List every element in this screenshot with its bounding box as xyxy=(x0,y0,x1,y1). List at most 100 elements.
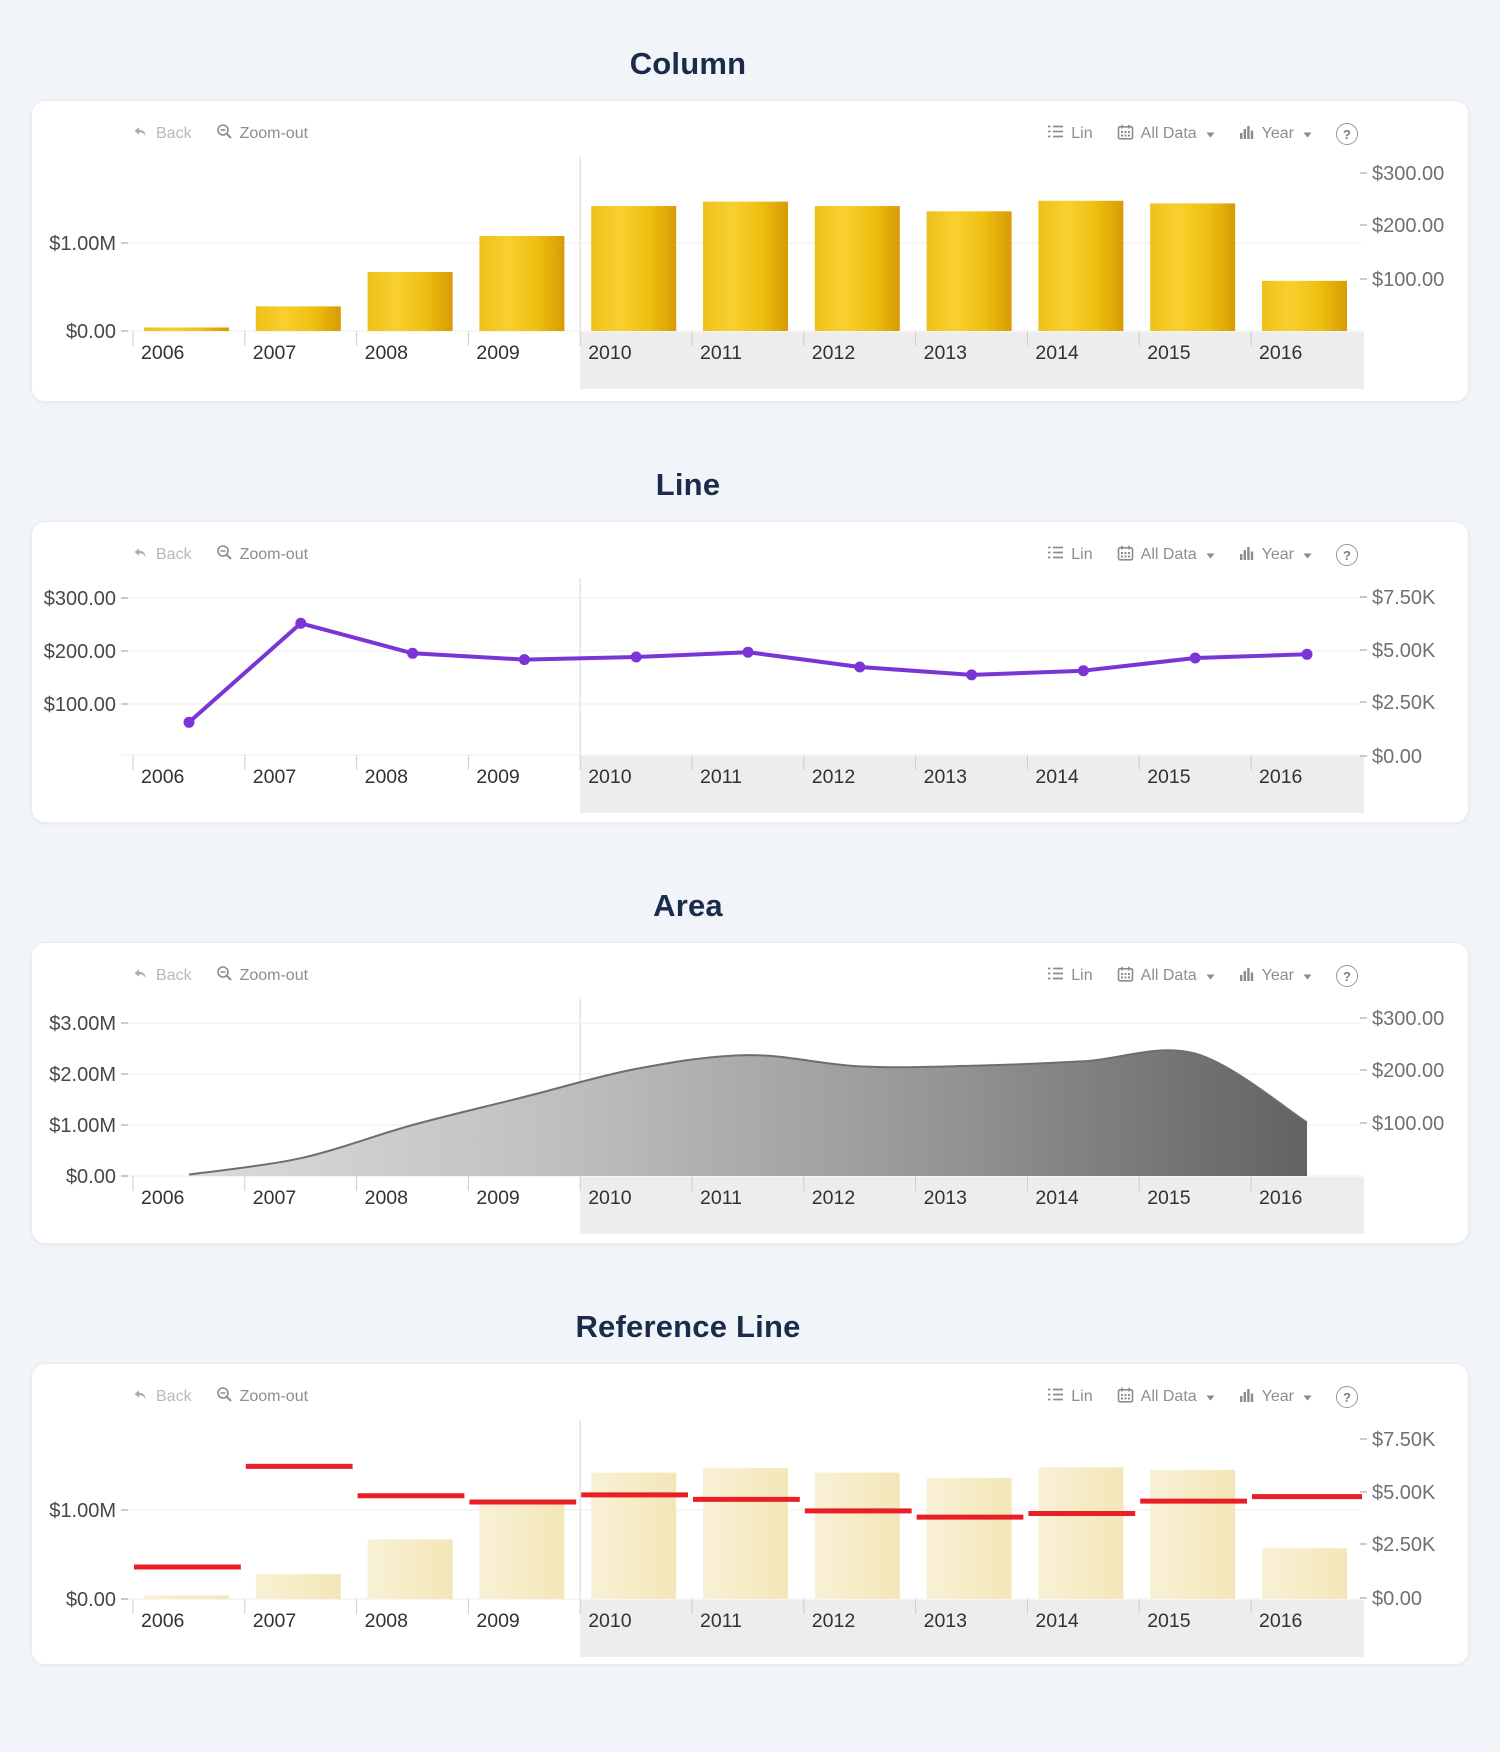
bar[interactable] xyxy=(1262,1548,1347,1599)
toolbar-right-group: Lin All Data Year ? xyxy=(1047,123,1358,145)
reference-line-chart-card: Back Zoom-out Lin All Data xyxy=(31,1363,1469,1665)
year-unit-dropdown[interactable]: Year xyxy=(1239,124,1312,144)
data-point[interactable] xyxy=(630,651,642,663)
data-point[interactable] xyxy=(966,669,978,681)
help-icon[interactable]: ? xyxy=(1336,544,1358,566)
year-label: 2006 xyxy=(141,1610,184,1632)
data-point[interactable] xyxy=(1077,665,1089,677)
right-axis-label: $7.50K xyxy=(1372,587,1436,609)
bar[interactable] xyxy=(1150,203,1236,331)
area-chart-canvas[interactable]: 2006 2007 2008 2009 2010 2011 2012 2013 2014 2015… xyxy=(32,943,1469,1243)
zoom-out-button[interactable]: Zoom-out xyxy=(216,123,308,145)
bar[interactable] xyxy=(1038,200,1124,331)
page-title: Reference Line xyxy=(575,1309,801,1344)
lin-scale-button[interactable]: Lin xyxy=(1047,966,1093,986)
data-point[interactable] xyxy=(1189,652,1201,664)
zoom-out-button[interactable]: Zoom-out xyxy=(216,965,308,987)
lin-scale-button[interactable]: Lin xyxy=(1047,124,1093,144)
back-button[interactable]: Back xyxy=(132,966,192,987)
help-icon[interactable]: ? xyxy=(1336,1386,1358,1408)
left-axis-label: $1.00M xyxy=(49,233,116,255)
bar[interactable] xyxy=(703,1468,788,1599)
column-chart-block: Column Back Zoom-out Lin xyxy=(31,42,1469,402)
selected-range-band[interactable] xyxy=(580,756,1364,813)
year-unit-dropdown[interactable]: Year xyxy=(1239,545,1312,565)
year-label: 2012 xyxy=(812,342,855,364)
lin-scale-button[interactable]: Lin xyxy=(1047,545,1093,565)
bar[interactable] xyxy=(367,272,453,331)
selected-range-band[interactable] xyxy=(580,1177,1364,1234)
year-label: 2007 xyxy=(253,1610,296,1632)
back-icon xyxy=(132,124,149,145)
bar[interactable] xyxy=(1262,280,1347,331)
data-point[interactable] xyxy=(407,647,419,659)
column-chart-canvas[interactable]: 2006 2007 2008 2009 2010 2011 2012 2013 2014 2015… xyxy=(32,101,1469,401)
year-label: 2010 xyxy=(588,342,632,364)
all-data-dropdown[interactable]: All Data xyxy=(1117,124,1215,145)
line-chart-canvas[interactable]: 2006 2007 2008 2009 2010 2011 2012 2013 2014 2015… xyxy=(32,522,1469,822)
data-point[interactable] xyxy=(518,654,530,666)
bar[interactable] xyxy=(591,206,677,331)
bar[interactable] xyxy=(814,206,900,331)
toolbar-right-group: Lin All Data Year ? xyxy=(1047,544,1358,566)
data-point[interactable] xyxy=(742,646,754,658)
bar[interactable] xyxy=(479,1502,565,1599)
left-axis-label: $0.00 xyxy=(66,1589,116,1611)
bar[interactable] xyxy=(479,235,565,331)
bar[interactable] xyxy=(926,1477,1012,1599)
bar[interactable] xyxy=(367,1539,453,1599)
line-series[interactable] xyxy=(187,621,1309,725)
bar[interactable] xyxy=(1150,1469,1236,1599)
right-axis-label: $2.50K xyxy=(1372,1534,1436,1556)
chevron-down-icon xyxy=(1206,967,1215,985)
chevron-down-icon xyxy=(1303,546,1312,564)
left-axis-label: $2.00M xyxy=(49,1064,116,1086)
year-unit-dropdown[interactable]: Year xyxy=(1239,966,1312,986)
selected-range-band[interactable] xyxy=(580,332,1364,389)
bar[interactable] xyxy=(926,211,1012,331)
bar[interactable] xyxy=(144,1595,229,1599)
chart-toolbar: Back Zoom-out Lin All Data xyxy=(132,544,1358,566)
back-button[interactable]: Back xyxy=(132,124,192,145)
help-icon[interactable]: ? xyxy=(1336,965,1358,987)
data-point[interactable] xyxy=(854,661,866,673)
zoom-out-button[interactable]: Zoom-out xyxy=(216,1386,308,1408)
all-data-label: All Data xyxy=(1140,1388,1197,1405)
bar[interactable] xyxy=(1038,1467,1124,1599)
reference-line-chart-canvas[interactable]: 2006 2007 2008 2009 2010 2011 2012 2013 2014 2015… xyxy=(32,1364,1469,1664)
left-axis-label: $0.00 xyxy=(66,1166,116,1188)
bar[interactable] xyxy=(703,201,788,331)
left-axis-label: $1.00M xyxy=(49,1500,116,1522)
bar[interactable] xyxy=(814,1472,900,1599)
all-data-dropdown[interactable]: All Data xyxy=(1117,545,1215,566)
right-axis-label: $2.50K xyxy=(1372,692,1436,714)
toolbar-right-group: Lin All Data Year ? xyxy=(1047,1386,1358,1408)
year-label: 2015 xyxy=(1147,1610,1191,1632)
year-label: 2014 xyxy=(1035,342,1079,364)
all-data-dropdown[interactable]: All Data xyxy=(1117,966,1215,987)
back-button[interactable]: Back xyxy=(132,1387,192,1408)
help-icon[interactable]: ? xyxy=(1336,123,1358,145)
data-point[interactable] xyxy=(295,617,307,629)
bar-chart-icon xyxy=(1239,124,1255,144)
bar[interactable] xyxy=(591,1472,677,1599)
data-point[interactable] xyxy=(183,716,195,728)
zoom-out-button[interactable]: Zoom-out xyxy=(216,544,308,566)
bar[interactable] xyxy=(255,306,341,331)
year-label: 2012 xyxy=(812,766,855,788)
data-point[interactable] xyxy=(1301,648,1313,660)
back-button[interactable]: Back xyxy=(132,545,192,566)
toolbar-left-group: Back Zoom-out xyxy=(132,123,308,145)
toolbar-right-group: Lin All Data Year ? xyxy=(1047,965,1358,987)
calendar-icon xyxy=(1117,124,1134,145)
lin-scale-button[interactable]: Lin xyxy=(1047,1387,1093,1407)
chevron-down-icon xyxy=(1206,546,1215,564)
year-label: 2006 xyxy=(141,1187,184,1209)
year-label: 2012 xyxy=(812,1610,855,1632)
bar[interactable] xyxy=(144,327,229,331)
year-unit-dropdown[interactable]: Year xyxy=(1239,1387,1312,1407)
area-series[interactable] xyxy=(189,1050,1307,1176)
selected-range-band[interactable] xyxy=(580,1600,1364,1657)
all-data-dropdown[interactable]: All Data xyxy=(1117,1387,1215,1408)
bar[interactable] xyxy=(255,1574,341,1599)
